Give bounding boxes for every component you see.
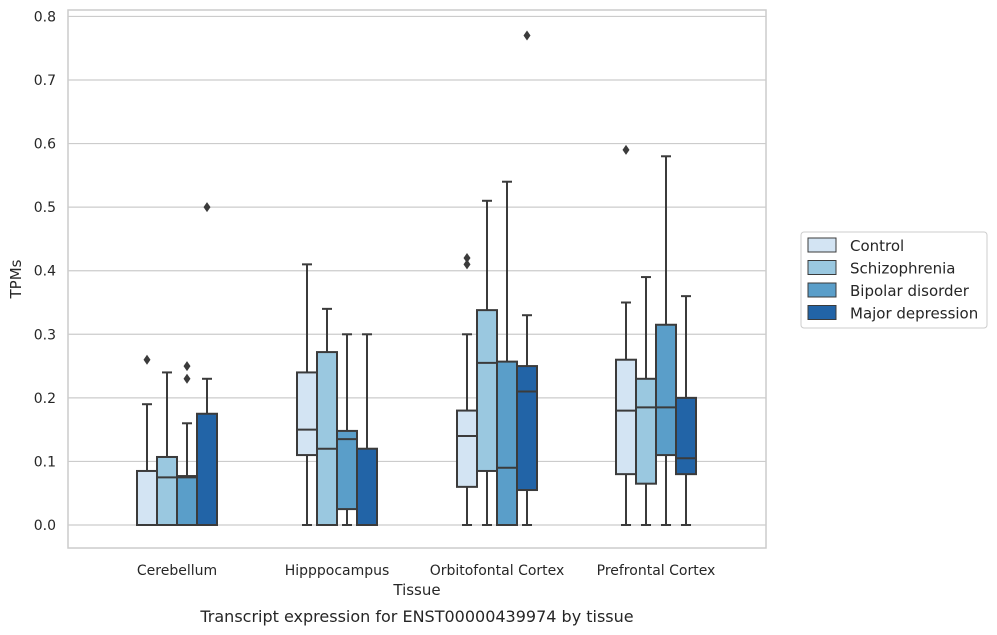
box-major-depression [196,202,218,526]
box-bipolar-disorder [176,361,198,526]
x-tick-label: Cerebellum [137,563,217,579]
y-tick-label: 0.3 [34,327,56,343]
box-rect [156,455,178,527]
x-axis-ticks: Cerebellum Hipppocampus Orbitofontal Corte… [137,563,715,579]
box-control [456,253,478,526]
box-rect [296,371,318,457]
box-rect [655,323,677,457]
x-tick-label: Orbitofontal Cortex [430,563,565,579]
chart-caption: Transcript expression for ENST0000043997… [199,607,633,626]
legend-swatch [807,237,837,253]
box-schizophrenia [156,371,178,527]
box-major-depression [356,333,378,527]
outlier-point [523,30,531,41]
box-rect [356,447,378,527]
outlier-point [183,373,191,384]
legend-label: Schizophrenia [850,260,955,278]
box-rect [675,396,697,476]
box-bipolar-disorder [336,333,358,526]
box-control [136,354,158,527]
box-rect [336,429,358,511]
y-axis-ticks: 0.0 0.1 0.2 0.3 0.4 0.5 0.6 0.7 0.8 [34,9,56,534]
legend-label: Major depression [850,305,978,323]
y-tick-label: 0.1 [34,454,56,470]
y-tick-label: 0.4 [34,264,56,280]
legend-swatch [807,305,837,320]
grid-lines [68,15,766,526]
plot-frame [67,9,767,549]
y-tick-label: 0.0 [34,518,56,534]
box-rect [176,475,198,526]
outlier-point [622,144,630,155]
box-rect [516,365,538,492]
legend-label: Control [850,237,904,255]
box-bipolar-disorder [655,155,677,526]
box-rect [476,309,498,472]
box-schizophrenia [316,307,338,527]
box-rect [635,377,657,485]
box-schizophrenia [476,199,498,526]
box-control [615,144,637,526]
box-rect [196,412,218,526]
outlier-point [203,202,211,213]
box-major-depression [675,295,697,526]
box-rect [496,360,518,526]
outlier-point [183,361,191,372]
x-axis-label: Tissue [392,581,440,599]
y-tick-label: 0.6 [34,137,56,153]
y-tick-label: 0.8 [34,9,56,25]
legend-label: Bipolar disorder [850,282,970,300]
outlier-point [463,253,471,263]
box-schizophrenia [635,276,657,526]
x-tick-label: Hipppocampus [285,563,390,579]
box-rect [136,469,158,527]
box-groups [136,30,697,527]
y-tick-label: 0.2 [34,391,56,407]
legend-frame [800,231,988,329]
y-axis-label: TPMs [7,259,25,299]
box-rect [316,351,338,527]
legend-swatch [807,260,837,275]
outlier-point [463,259,471,270]
box-major-depression [516,30,538,526]
box-rect [615,358,637,476]
box-bipolar-disorder [496,180,518,526]
legend-swatch [807,282,837,298]
box-rect [456,409,478,488]
legend: Control Schizophrenia Bipolar disorder Majo… [800,231,988,329]
box-control [296,263,318,526]
y-tick-label: 0.5 [34,200,56,216]
y-tick-label: 0.7 [34,73,56,89]
x-tick-label: Prefrontal Cortex [597,563,716,579]
outlier-point [143,354,151,365]
